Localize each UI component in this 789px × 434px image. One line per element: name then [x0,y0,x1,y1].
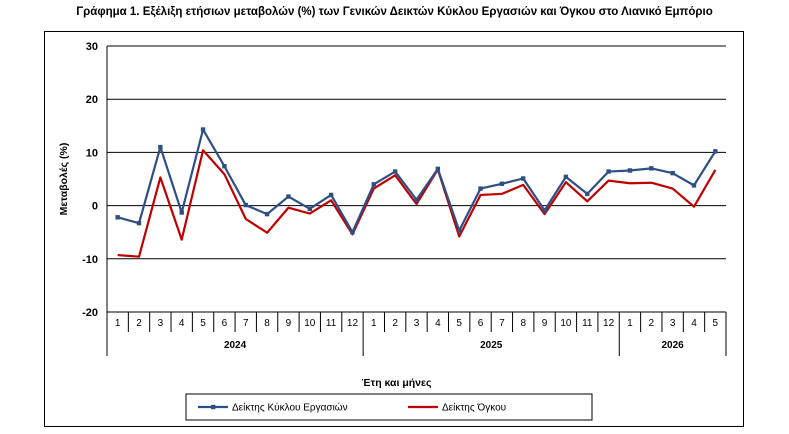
data-point [713,149,718,154]
year-label: 2025 [480,340,503,351]
data-point [585,191,590,197]
x-tick-label: 6 [478,318,484,329]
x-tick-label: 3 [414,318,420,329]
x-tick-label: 12 [347,318,359,329]
data-point [392,169,398,174]
data-point [328,192,334,198]
x-tick-label: 10 [304,318,316,329]
x-tick-label: 4 [435,318,441,329]
data-point [136,220,142,226]
y-tick-label: 0 [92,201,98,213]
x-tick-label: 12 [603,318,615,329]
y-tick-label: -20 [82,307,98,319]
x-tick-label: 2 [649,318,655,329]
x-axis-title: Έτη και μήνες [362,377,432,389]
year-label: 2024 [224,340,247,351]
x-tick-label: 9 [286,318,292,329]
x-tick-label: 6 [222,318,228,329]
x-tick-label: 3 [158,318,164,329]
x-tick-label: 8 [520,318,526,329]
data-point [200,127,206,132]
x-tick-label: 9 [542,318,548,329]
legend-label: Δείκτης Κύκλου Εργασιών [232,402,348,414]
chart-title: Γράφημα 1. Εξέλιξη ετήσιων μεταβολών (%)… [76,6,713,18]
data-point [649,166,654,171]
data-point [286,194,291,199]
y-axis-title: Μεταβολές (%) [58,143,70,216]
data-point [350,230,355,235]
legend-box [185,393,593,421]
x-tick-label: 7 [243,318,249,329]
data-point [478,186,483,191]
y-tick-label: 20 [86,94,98,106]
data-point [627,168,633,173]
data-point [670,170,675,176]
data-point [542,208,547,213]
x-tick-label: 5 [456,318,462,329]
axes [106,46,727,356]
x-tick-label: 1 [115,318,121,329]
data-point [307,206,312,211]
data-point [521,176,526,181]
x-tick-label: 4 [179,318,185,329]
data-point [435,166,441,172]
x-tick-label: 1 [627,318,633,329]
x-tick-label: 11 [326,318,337,329]
data-point [606,169,611,174]
data-point [371,182,377,187]
data-point [456,228,462,233]
data-point [264,211,270,217]
series-line [117,128,717,234]
gridlines [107,45,726,313]
legend-label: Δείκτης Όγκου [442,402,506,414]
data-point [158,144,163,150]
x-tick-label: 4 [691,318,697,329]
x-tick-label: 5 [200,318,206,329]
year-label: 2026 [662,340,685,351]
data-point [243,202,248,208]
x-tick-label: 8 [264,318,270,329]
y-tick-label: 30 [86,41,98,53]
y-tick-labels: 30 20 10 0 -10 -20 [82,41,98,319]
legend: Δείκτης Κύκλου Εργασιών Δείκτης Όγκου [185,393,593,421]
data-point [691,183,697,188]
series-line [117,149,717,258]
x-tick-label: 5 [713,318,719,329]
x-tick-label: 3 [670,318,676,329]
x-tick-label: 10 [560,318,572,329]
y-tick-label: 10 [86,147,98,159]
x-tick-label: 7 [499,318,505,329]
data-point [414,197,419,202]
x-tick-label: 11 [582,318,593,329]
x-tick-label: 2 [392,318,398,329]
data-point [563,174,569,180]
x-tick-label: 1 [371,318,377,329]
data-point [179,210,184,215]
data-point [222,164,227,169]
x-tick-label: 2 [136,318,142,329]
legend-marker [211,404,216,410]
y-tick-label: -10 [82,254,98,266]
data-point [499,181,505,186]
data-point [115,215,120,220]
chart-frame: 30 20 10 0 -10 -20 1 2 3 4 5 6 7 8 9 10 11 12 1 2 3 4 5 6 7 8 9 10… [44,31,744,427]
series-lines [115,127,718,258]
